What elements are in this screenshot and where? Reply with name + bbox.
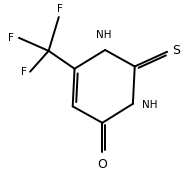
Text: F: F	[57, 4, 63, 14]
Text: F: F	[8, 33, 14, 43]
Text: NH: NH	[142, 101, 158, 111]
Text: F: F	[20, 67, 26, 77]
Text: S: S	[172, 44, 180, 57]
Text: NH: NH	[96, 30, 112, 40]
Text: O: O	[97, 158, 107, 171]
